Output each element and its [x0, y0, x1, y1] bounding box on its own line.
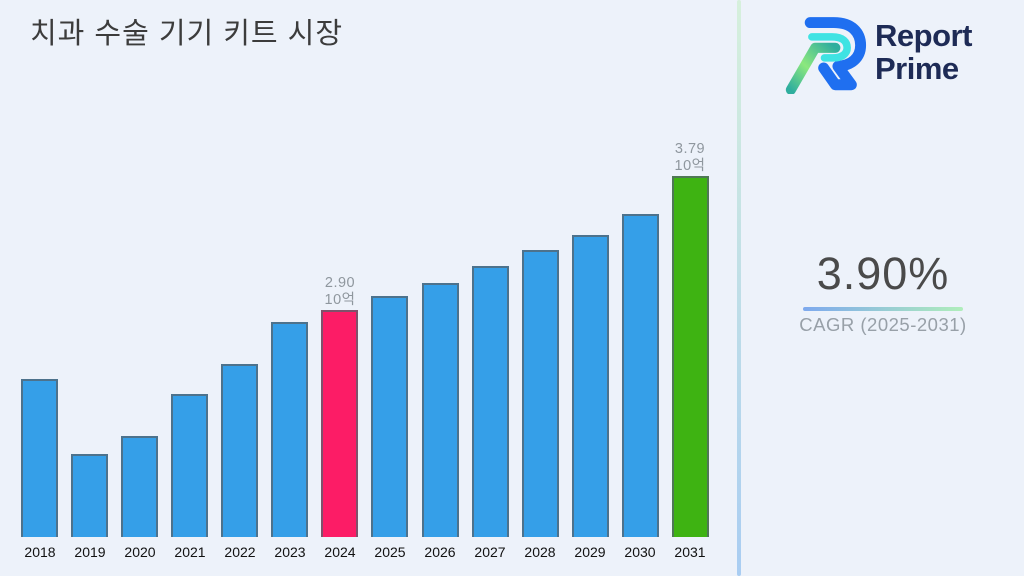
x-label-2021: 2021 — [174, 544, 206, 560]
bar-2023 — [271, 322, 308, 537]
x-label-2028: 2028 — [524, 544, 556, 560]
x-label-2019: 2019 — [74, 544, 106, 560]
bar-2030 — [622, 214, 659, 537]
bar-2031 — [672, 176, 709, 537]
chart-title: 치과 수술 기기 키트 시장 — [30, 18, 344, 50]
bar-2020 — [121, 436, 158, 537]
report-prime-logo: Report Prime — [785, 10, 972, 94]
bar-2021 — [171, 394, 208, 537]
cagr-block: 3.90% CAGR (2025-2031) — [742, 248, 1024, 336]
x-label-2027: 2027 — [474, 544, 506, 560]
x-label-2025: 2025 — [374, 544, 406, 560]
bar-2025 — [371, 296, 408, 537]
logo-text-line1: Report — [875, 18, 972, 53]
x-label-2023: 2023 — [274, 544, 306, 560]
bar-2026 — [422, 283, 459, 537]
cagr-value: 3.90% — [816, 248, 950, 299]
panel-divider — [737, 0, 741, 576]
bar-2024 — [321, 310, 358, 537]
value-text: 2.90 — [324, 275, 356, 291]
unit-text: 10억 — [324, 291, 356, 308]
report-prime-logo-icon — [785, 17, 867, 94]
chart-panel: 치과 수술 기기 키트 시장 2018 2019 2020 2021 2022 2023 2… — [21, 18, 732, 560]
bar-chart: 2018 2019 2020 2021 2022 2023 2024 2025 2026 2027… — [21, 141, 732, 560]
bar-2018 — [21, 379, 58, 537]
value-text: 3.79 — [674, 141, 706, 157]
cagr-label: CAGR (2025-2031) — [799, 314, 967, 335]
bar-2029 — [572, 235, 609, 537]
x-label-2022: 2022 — [224, 544, 256, 560]
x-label-2031: 2031 — [674, 544, 706, 560]
bar-2019 — [71, 454, 108, 537]
x-label-2026: 2026 — [424, 544, 456, 560]
cagr-underline — [803, 307, 963, 311]
x-label-2029: 2029 — [574, 544, 606, 560]
bar-2027 — [472, 266, 509, 537]
unit-text: 10억 — [674, 157, 706, 174]
logo-text-line2: Prime — [875, 51, 959, 86]
report-prime-logo-text: Report Prime — [875, 19, 972, 85]
right-panel: Report Prime 3.90% CAGR (2025-2031) — [742, 0, 1024, 576]
bar-value-label-2031: 3.79 10억 — [648, 141, 732, 174]
bar-value-label-2024: 2.90 10억 — [298, 275, 382, 308]
x-label-2030: 2030 — [624, 544, 656, 560]
x-label-2018: 2018 — [24, 544, 56, 560]
bar-2028 — [522, 250, 559, 537]
bar-2022 — [221, 364, 258, 537]
x-label-2024: 2024 — [324, 544, 356, 560]
x-label-2020: 2020 — [124, 544, 156, 560]
